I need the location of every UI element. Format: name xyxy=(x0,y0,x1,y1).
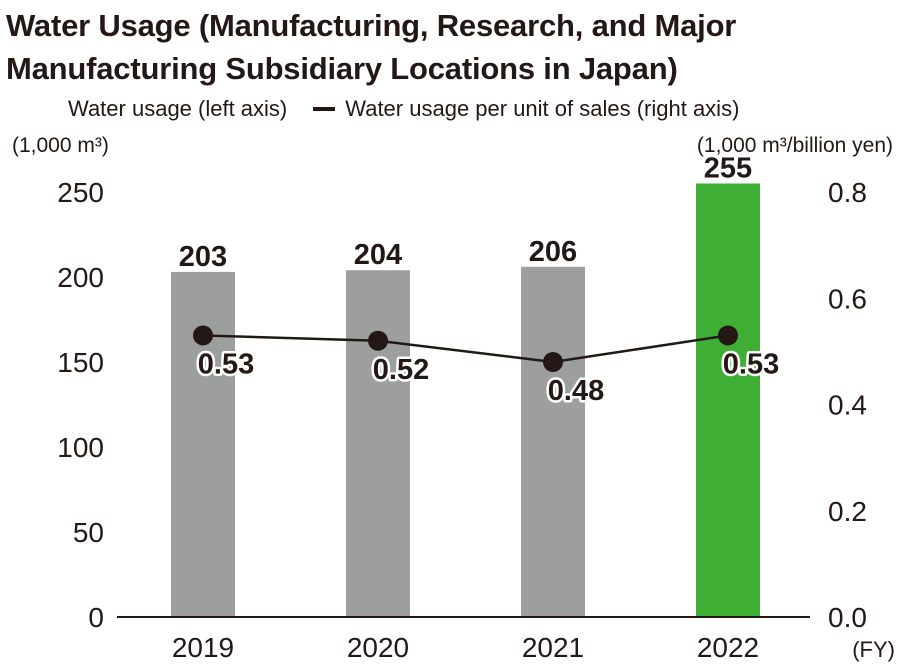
line-value-label: 0.53 xyxy=(198,348,254,380)
line-point-2020 xyxy=(368,330,388,351)
category-label: 2021 xyxy=(522,632,584,663)
bar-2021 xyxy=(521,266,585,617)
bar-value-labels: 203 204 206 255 xyxy=(179,153,752,273)
bar-value-label: 204 xyxy=(354,239,402,271)
x-axis-categories: 2019 2020 2021 2022 xyxy=(172,632,759,663)
left-tick-label: 150 xyxy=(57,347,104,378)
right-axis-unit: (1,000 m³/billion yen) xyxy=(696,134,893,157)
left-tick-label: 100 xyxy=(57,432,104,463)
legend-line-swatch xyxy=(313,107,336,111)
line-value-label: 0.52 xyxy=(373,354,429,386)
chart-title: Water Usage (Manufacturing, Research, an… xyxy=(6,8,737,86)
bars xyxy=(171,183,760,617)
line-points xyxy=(193,325,738,372)
bar-2022 xyxy=(696,183,760,617)
line-point-2022 xyxy=(718,325,738,346)
bar-value-label: 203 xyxy=(179,241,227,273)
line-point-2021 xyxy=(543,352,563,372)
left-axis-ticks: 0 50 100 150 200 250 xyxy=(57,177,104,633)
right-axis-ticks: 0.0 0.2 0.4 0.6 0.8 xyxy=(828,177,867,633)
right-tick-label: 0.4 xyxy=(828,390,867,421)
right-tick-label: 0.2 xyxy=(828,496,867,527)
right-tick-label: 0.8 xyxy=(828,177,867,208)
series-line xyxy=(202,334,729,364)
category-label: 2019 xyxy=(172,632,234,663)
bar-value-label: 255 xyxy=(704,153,752,185)
left-tick-label: 50 xyxy=(73,517,104,548)
bar-2019 xyxy=(171,271,235,617)
line-value-labels: 0.53 0.52 0.48 0.53 xyxy=(195,346,781,410)
right-tick-label: 0.6 xyxy=(828,283,867,314)
legend-label-per-unit: Water usage per unit of sales (right axi… xyxy=(345,96,740,121)
line-value-label: 0.48 xyxy=(548,375,604,407)
line-value-label: 0.53 xyxy=(723,348,779,380)
left-axis-unit: (1,000 m³) xyxy=(12,134,109,157)
category-label: 2020 xyxy=(347,632,409,663)
legend: Water usage (left axis) Water usage per … xyxy=(16,95,739,123)
legend-label-water-usage: Water usage (left axis) xyxy=(68,96,288,121)
bar-2020 xyxy=(346,270,410,617)
right-tick-label: 0.0 xyxy=(828,602,867,633)
bar-value-label: 206 xyxy=(529,236,577,268)
x-axis-unit: (FY) xyxy=(852,637,895,662)
left-tick-label: 0 xyxy=(88,602,104,633)
line-point-2019 xyxy=(193,325,213,346)
category-label: 2022 xyxy=(697,632,759,663)
left-tick-label: 200 xyxy=(57,262,104,293)
left-tick-label: 250 xyxy=(57,177,104,208)
